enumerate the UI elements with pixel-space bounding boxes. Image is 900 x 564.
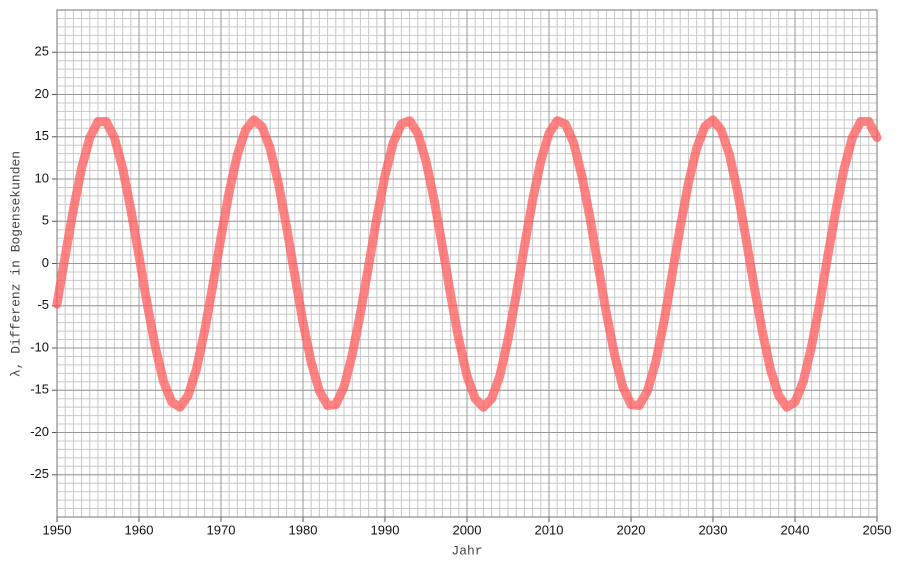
x-tick-label: 2030 — [699, 522, 728, 537]
x-axis-title: Jahr — [451, 543, 482, 558]
x-tick-label: 2050 — [863, 522, 892, 537]
y-tick-label: -10 — [30, 339, 49, 354]
y-tick-label: 5 — [42, 213, 49, 228]
x-tick-label: 1990 — [371, 522, 400, 537]
x-tick-label: 1950 — [43, 522, 72, 537]
y-tick-label: 10 — [35, 170, 49, 185]
x-tick-label: 1980 — [289, 522, 318, 537]
y-tick-label: 25 — [35, 44, 49, 59]
y-tick-label: 20 — [35, 86, 49, 101]
x-tick-label: 1960 — [125, 522, 154, 537]
x-tick-label: 2040 — [781, 522, 810, 537]
x-tick-label: 1970 — [207, 522, 236, 537]
y-tick-label: 0 — [42, 255, 49, 270]
y-tick-label: -20 — [30, 424, 49, 439]
plot-frame — [56, 9, 878, 518]
y-tick-label: 15 — [35, 128, 49, 143]
y-tick-label: -5 — [37, 297, 49, 312]
y-tick-label: -15 — [30, 382, 49, 397]
x-tick-label: 2000 — [453, 522, 482, 537]
data-line — [52, 115, 882, 412]
x-tick-label: 2020 — [617, 522, 646, 537]
y-axis-title: λ, Differenz in Bogensekunden — [8, 151, 23, 377]
x-tick-label: 2010 — [535, 522, 564, 537]
y-tick-label: -25 — [30, 466, 49, 481]
